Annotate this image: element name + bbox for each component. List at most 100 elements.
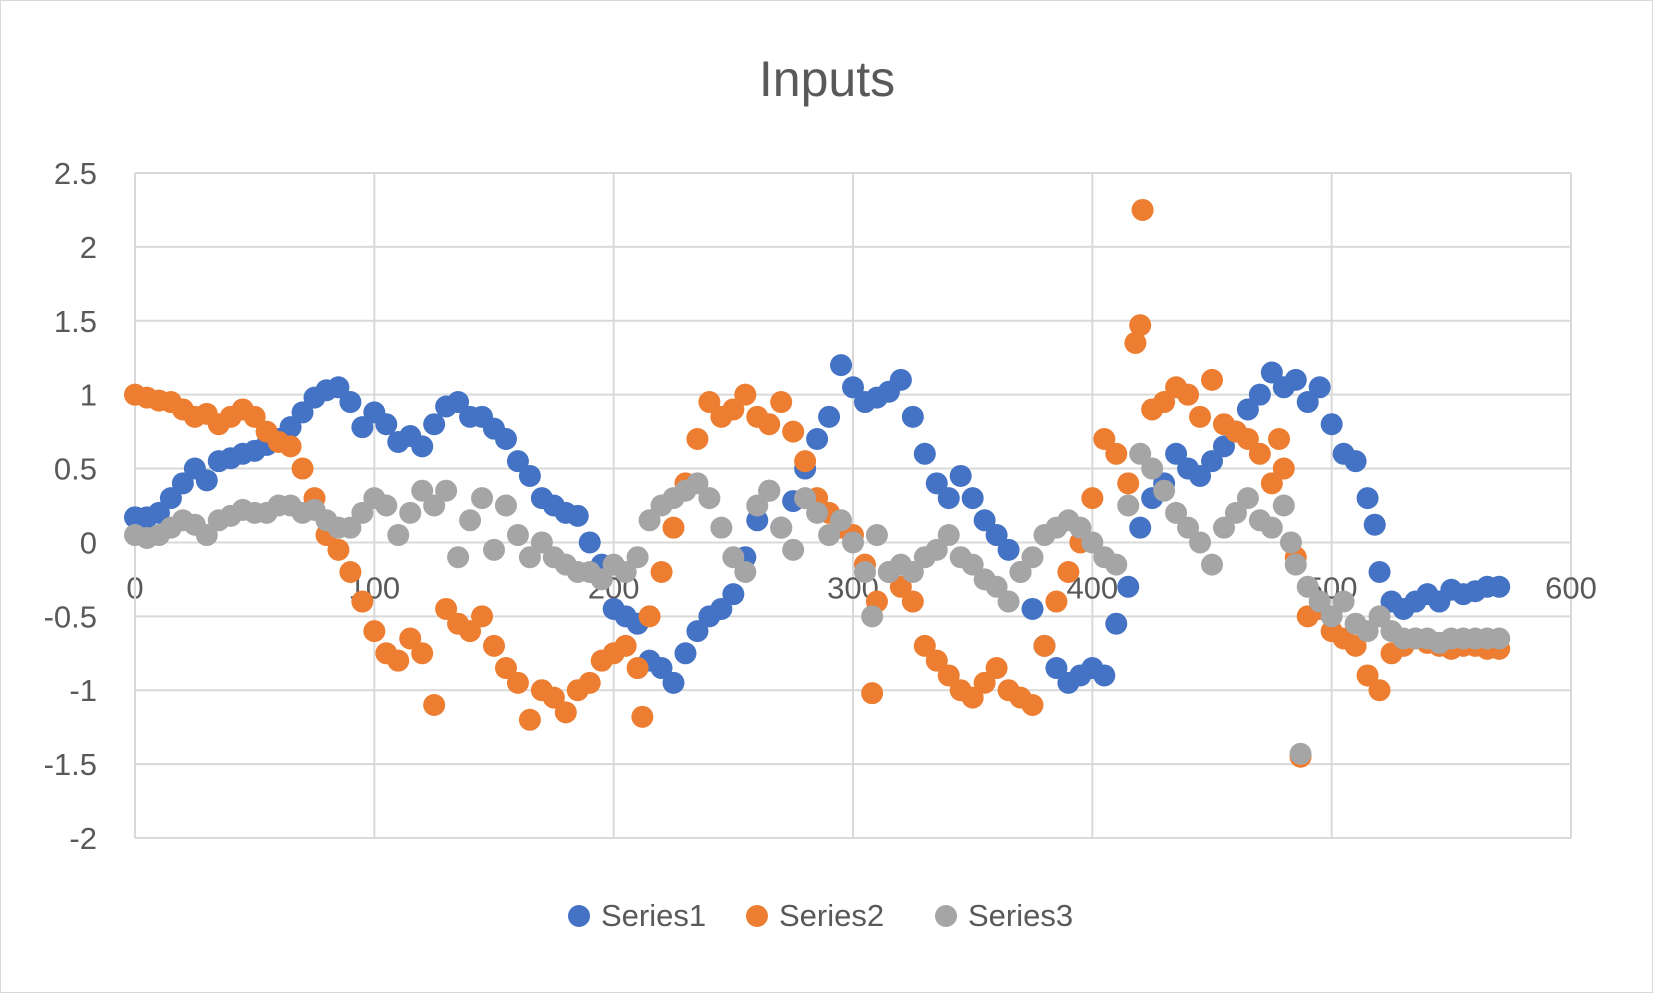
series1-point xyxy=(1308,376,1331,399)
series2-point xyxy=(662,516,685,539)
series3-point xyxy=(1279,531,1302,554)
series1-point xyxy=(973,509,996,532)
y-tick-label: -1.5 xyxy=(44,747,97,782)
series3-point xyxy=(339,516,362,539)
series1-point xyxy=(339,391,362,414)
series1-point xyxy=(949,464,972,487)
series1-point xyxy=(171,472,194,495)
series3-point xyxy=(1368,605,1391,628)
series2-point xyxy=(638,605,661,628)
series2-point xyxy=(578,671,601,694)
series2-point xyxy=(782,420,805,443)
y-tick-label: 0.5 xyxy=(54,452,97,487)
series1-point xyxy=(506,450,529,473)
series2-point xyxy=(758,413,781,436)
series3-point xyxy=(399,501,422,524)
series1-point xyxy=(147,501,170,524)
series3-point xyxy=(1177,516,1200,539)
series3-point xyxy=(1165,501,1188,524)
series3-point xyxy=(925,538,948,561)
series3-point xyxy=(471,487,494,510)
series3-point xyxy=(530,531,553,554)
series3-point xyxy=(387,524,410,547)
series3-point xyxy=(423,494,446,517)
series1-point xyxy=(901,405,924,428)
series2-point xyxy=(1344,634,1367,657)
series2-point xyxy=(411,642,434,665)
series2-point xyxy=(542,686,565,709)
series2-point xyxy=(435,597,458,620)
series2-point xyxy=(1260,472,1283,495)
series2-point xyxy=(1368,679,1391,702)
grid-layer xyxy=(134,172,1572,839)
series1-point xyxy=(1236,398,1259,421)
series3-point xyxy=(1117,494,1140,517)
series1-point xyxy=(447,391,470,414)
series3-point xyxy=(1272,494,1295,517)
series3-point xyxy=(195,524,218,547)
y-tick-label: 2.5 xyxy=(54,156,97,191)
series2-point xyxy=(1081,487,1104,510)
series3-point xyxy=(614,561,637,583)
series3-point xyxy=(1081,531,1104,554)
series2-point xyxy=(1057,561,1080,583)
series2-point xyxy=(770,391,793,414)
series2-point xyxy=(1189,405,1212,428)
series3-point xyxy=(1141,457,1164,480)
series1-point xyxy=(1344,450,1367,473)
series2-point xyxy=(631,705,654,728)
series1-point xyxy=(1189,464,1212,487)
series2-point xyxy=(327,538,350,561)
series3-point xyxy=(1224,501,1247,524)
y-tick-label: 0 xyxy=(80,525,97,560)
series2-point xyxy=(1021,694,1044,716)
series2-point xyxy=(363,620,386,643)
series1-point xyxy=(1129,516,1152,539)
series2-point xyxy=(1356,664,1379,687)
series3-point xyxy=(411,479,434,502)
series2-point xyxy=(291,457,314,480)
series1-point xyxy=(830,354,853,377)
series1-point xyxy=(1356,487,1379,510)
series3-point xyxy=(1069,516,1092,539)
series3-point xyxy=(375,494,398,517)
series2-point xyxy=(554,701,577,724)
series3-point xyxy=(818,524,841,547)
series3-point xyxy=(997,590,1020,613)
series2-point xyxy=(506,671,529,694)
series1-point xyxy=(494,428,517,450)
legend-label-series2: Series2 xyxy=(779,898,884,933)
series2-point xyxy=(1153,391,1176,414)
legend-marker-series3 xyxy=(935,905,957,927)
series2-point xyxy=(861,682,884,705)
series3-point xyxy=(710,516,733,539)
series1-point xyxy=(913,442,936,465)
series3-point xyxy=(853,561,876,583)
series2-point xyxy=(937,664,960,687)
series1-point xyxy=(961,487,984,510)
series3-point xyxy=(698,487,721,510)
series2-point xyxy=(351,590,374,613)
series1-point xyxy=(710,597,733,620)
series1-point xyxy=(159,487,182,510)
series3-point xyxy=(985,575,1008,598)
series3-point xyxy=(794,487,817,510)
series3-point xyxy=(1021,546,1044,569)
series1-point xyxy=(925,472,948,495)
series3-point xyxy=(1212,516,1235,539)
series2-point xyxy=(961,686,984,709)
y-tick-label: 1 xyxy=(80,378,97,413)
series1-point xyxy=(1320,413,1343,436)
series2-point xyxy=(518,708,541,731)
series3-point xyxy=(1189,531,1212,554)
series1-point xyxy=(937,487,960,510)
series3-point xyxy=(506,524,529,547)
series2-point xyxy=(794,450,817,473)
series3-point xyxy=(351,501,374,524)
series2-point xyxy=(1045,590,1068,613)
series1-point xyxy=(722,583,745,606)
series1-point xyxy=(1248,383,1271,406)
series2-point xyxy=(901,590,924,613)
series2-point xyxy=(626,657,649,680)
